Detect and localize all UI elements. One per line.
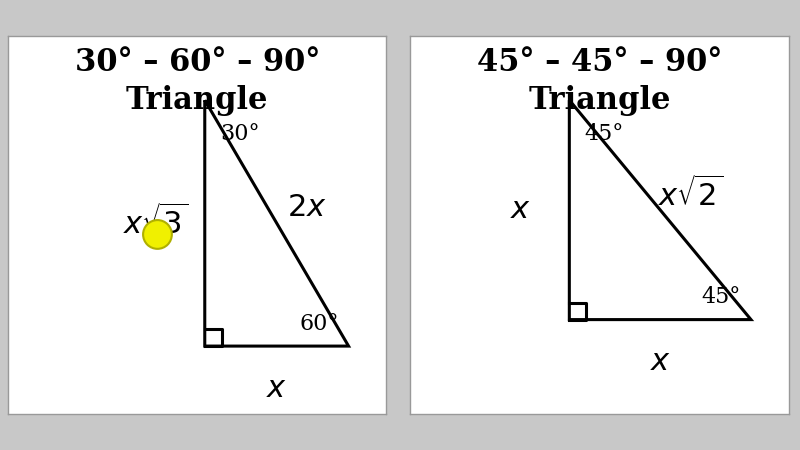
Text: 60°: 60°: [299, 313, 339, 335]
Text: 30° – 60° – 90°: 30° – 60° – 90°: [74, 47, 320, 78]
Text: 45°: 45°: [585, 123, 624, 145]
Text: $2x$: $2x$: [287, 193, 326, 224]
Text: Triangle: Triangle: [528, 85, 671, 116]
Text: $x\sqrt{2}$: $x\sqrt{2}$: [658, 177, 723, 213]
Text: 45°: 45°: [702, 286, 741, 308]
Text: $x\sqrt{3}$: $x\sqrt{3}$: [123, 205, 188, 241]
Circle shape: [143, 220, 172, 249]
Text: 45° – 45° – 90°: 45° – 45° – 90°: [477, 47, 722, 78]
Text: $x$: $x$: [650, 346, 670, 377]
Text: Triangle: Triangle: [126, 85, 269, 116]
Text: $x$: $x$: [266, 373, 287, 404]
Text: 30°: 30°: [220, 123, 259, 145]
Text: $x$: $x$: [510, 194, 530, 225]
